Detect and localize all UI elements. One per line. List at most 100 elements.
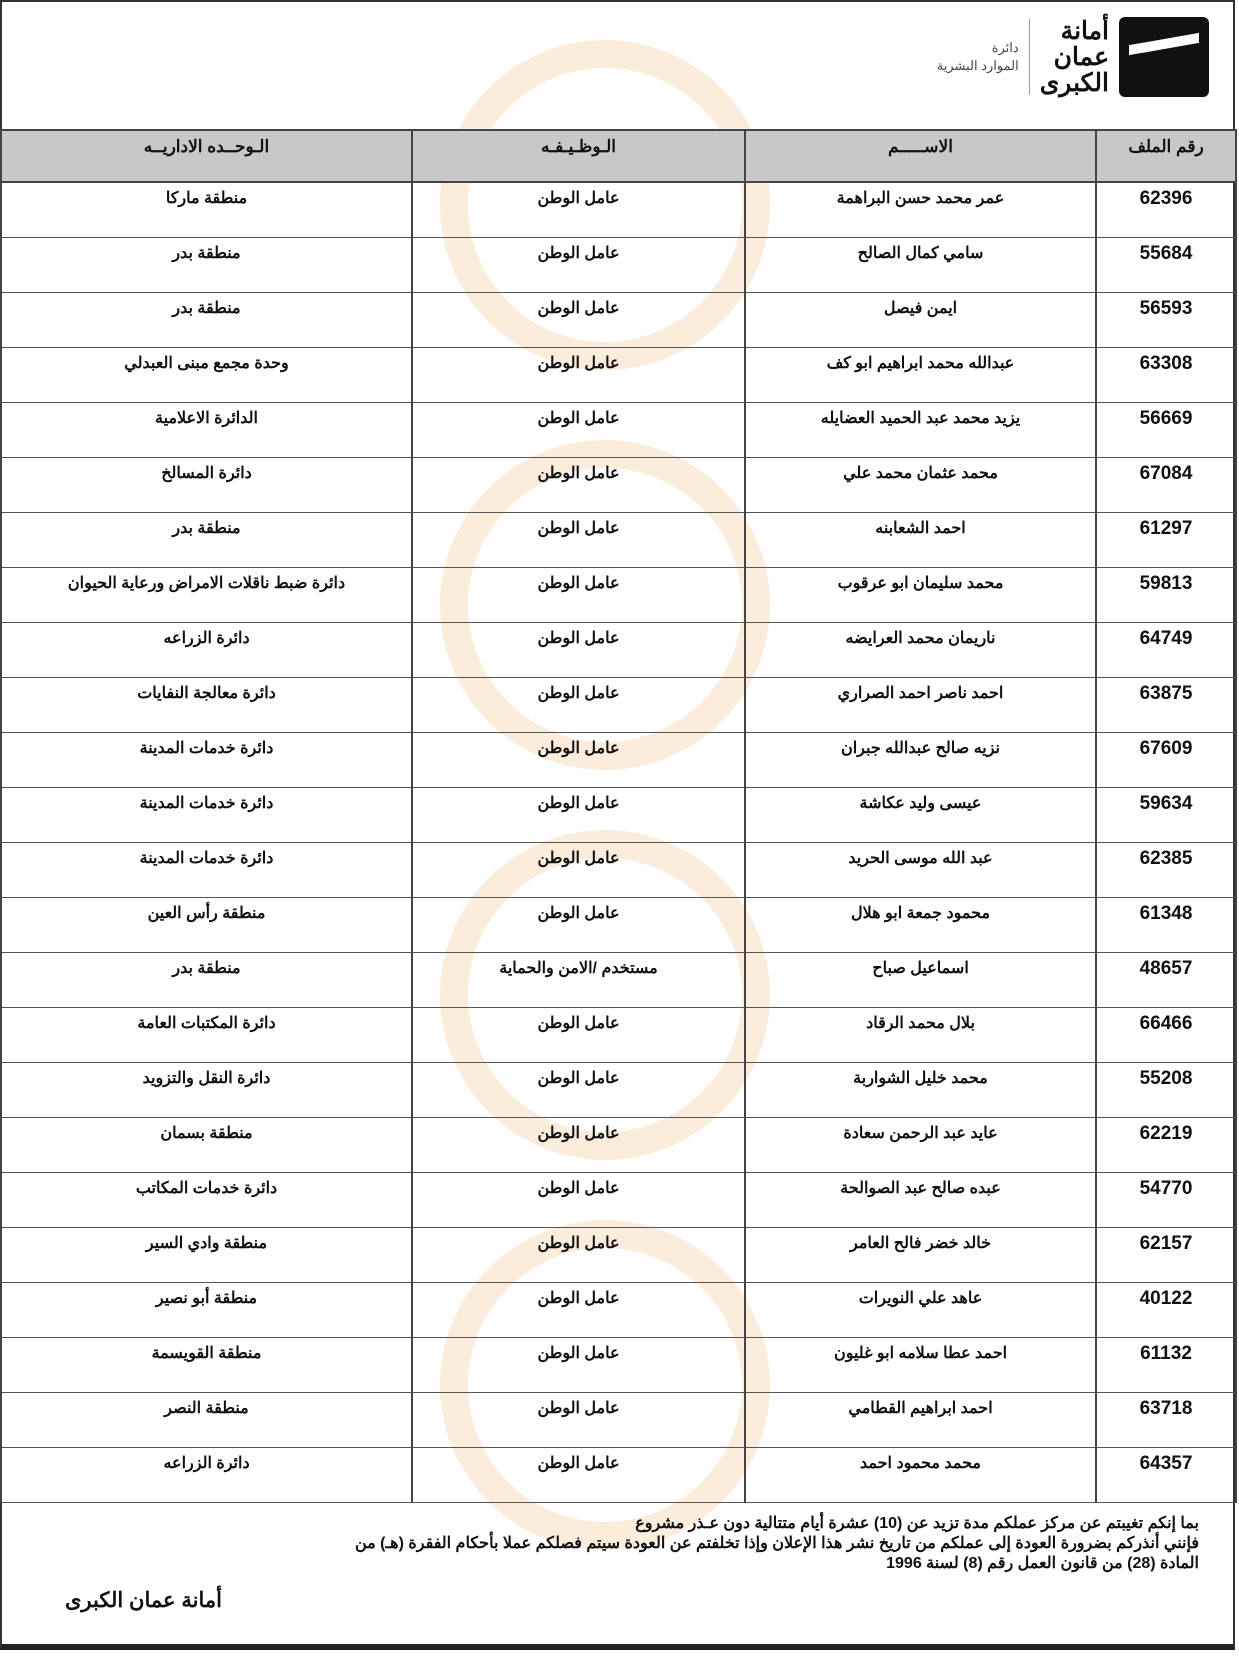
cell-file-number: 61132: [1095, 1337, 1237, 1393]
table-row: 56593 ايمن فيصل عامل الوطن منطقة بدر: [0, 292, 1237, 348]
table-row: 48657 اسماعيل صباح مستخدم /الامن والحماية م…: [0, 952, 1237, 1008]
cell-job: عامل الوطن: [411, 1172, 746, 1228]
cell-file-number: 62157: [1095, 1227, 1237, 1283]
cell-file-number: 59813: [1095, 567, 1237, 623]
cell-file-number: 64749: [1095, 622, 1237, 678]
cell-file-number: 54770: [1095, 1172, 1237, 1228]
cell-file-number: 63875: [1095, 677, 1237, 733]
cell-file-number: 62219: [1095, 1117, 1237, 1173]
cell-job: عامل الوطن: [411, 732, 746, 788]
cell-name: ناريمان محمد العرايضه: [744, 622, 1097, 678]
employees-table: رقم الملف الاســـــم الـوظـيـفـه الـوحــ…: [0, 129, 1237, 1503]
gam-logo: أمانة عمان الكبرى دائرة الموارد البشرية: [937, 16, 1209, 98]
cell-file-number: 67609: [1095, 732, 1237, 788]
department-line: الموارد البشرية: [936, 58, 1019, 73]
cell-job: عامل الوطن: [411, 1447, 746, 1503]
cell-job: عامل الوطن: [411, 787, 746, 843]
cell-job: عامل الوطن: [411, 897, 746, 953]
cell-unit: منطقة وادي السير: [0, 1227, 413, 1283]
cell-unit: دائرة خدمات المدينة: [0, 732, 413, 788]
cell-job: عامل الوطن: [411, 1282, 746, 1338]
column-header-unit: الـوحــده الاداريــه: [0, 129, 413, 183]
table-row: 67609 نزيه صالح عبدالله جبران عامل الوطن دا…: [0, 732, 1237, 788]
cell-file-number: 67084: [1095, 457, 1237, 513]
column-header-name: الاســـــم: [744, 129, 1097, 183]
cell-job: عامل الوطن: [411, 292, 746, 348]
cell-name: احمد ابراهيم القطامي: [744, 1392, 1097, 1448]
cell-unit: دائرة خدمات المدينة: [0, 842, 413, 898]
table-row: 61348 محمود جمعة ابو هلال عامل الوطن منطقة …: [0, 897, 1237, 953]
cell-unit: دائرة المسالخ: [0, 457, 413, 513]
table-row: 62396 عمر محمد حسن البراهمة عامل الوطن منطق…: [0, 181, 1237, 238]
cell-name: عبدالله محمد ابراهيم ابو كف: [744, 347, 1097, 403]
column-header-file-number: رقم الملف: [1095, 129, 1237, 183]
cell-name: عمر محمد حسن البراهمة: [744, 181, 1097, 238]
department-name: دائرة الموارد البشرية: [937, 39, 1019, 75]
cell-job: عامل الوطن: [411, 1062, 746, 1118]
cell-job: عامل الوطن: [411, 1392, 746, 1448]
cell-file-number: 61297: [1095, 512, 1237, 568]
table-row: 63875 احمد ناصر احمد الصراري عامل الوطن دائ…: [0, 677, 1237, 733]
cell-unit: دائرة الزراعه: [0, 622, 413, 678]
cell-name: عيسى وليد عكاشة: [744, 787, 1097, 843]
cell-unit: دائرة خدمات المكاتب: [0, 1172, 413, 1228]
cell-name: احمد ناصر احمد الصراري: [744, 677, 1097, 733]
cell-name: بلال محمد الرقاد: [744, 1007, 1097, 1063]
cell-name: عاهد علي النويرات: [744, 1282, 1097, 1338]
cell-job: عامل الوطن: [411, 1117, 746, 1173]
table-row: 64749 ناريمان محمد العرايضه عامل الوطن دائر…: [0, 622, 1237, 678]
cell-file-number: 40122: [1095, 1282, 1237, 1338]
cell-unit: منطقة بدر: [0, 952, 413, 1008]
cell-unit: دائرة المكتبات العامة: [0, 1007, 413, 1063]
logo-title-line: الكبرى: [1039, 69, 1109, 97]
table-row: 54770 عبده صالح عبد الصوالحة عامل الوطن دائ…: [0, 1172, 1237, 1228]
cell-file-number: 64357: [1095, 1447, 1237, 1503]
cell-job: عامل الوطن: [411, 677, 746, 733]
table-row: 61132 احمد عطا سلامه ابو غليون عامل الوطن م…: [0, 1337, 1237, 1393]
cell-name: محمد خليل الشواربة: [744, 1062, 1097, 1118]
cell-job: عامل الوطن: [411, 512, 746, 568]
cell-unit: منطقة أبو نصير: [0, 1282, 413, 1338]
cell-name: محمود جمعة ابو هلال: [744, 897, 1097, 953]
cell-unit: منطقة بدر: [0, 292, 413, 348]
cell-file-number: 55684: [1095, 237, 1237, 293]
cell-name: محمد عثمان محمد علي: [744, 457, 1097, 513]
cell-name: نزيه صالح عبدالله جبران: [744, 732, 1097, 788]
cell-name: سامي كمال الصالح: [744, 237, 1097, 293]
department-line: دائرة: [991, 40, 1019, 55]
cell-unit: منطقة ماركا: [0, 181, 413, 238]
cell-job: عامل الوطن: [411, 622, 746, 678]
cell-unit: منطقة النصر: [0, 1392, 413, 1448]
cell-name: اسماعيل صباح: [744, 952, 1097, 1008]
cell-job: عامل الوطن: [411, 181, 746, 238]
table-row: 66466 بلال محمد الرقاد عامل الوطن دائرة الم…: [0, 1007, 1237, 1063]
table-header-row: رقم الملف الاســـــم الـوظـيـفـه الـوحــ…: [0, 129, 1237, 183]
cell-unit: منطقة بدر: [0, 237, 413, 293]
cell-unit: منطقة القويسمة: [0, 1337, 413, 1393]
cell-file-number: 62396: [1095, 181, 1237, 238]
cell-job: عامل الوطن: [411, 1227, 746, 1283]
cell-file-number: 62385: [1095, 842, 1237, 898]
cell-job: عامل الوطن: [411, 457, 746, 513]
notice-line: المادة (28) من قانون العمل رقم (8) لسنة …: [886, 1555, 1199, 1572]
table-row: 55208 محمد خليل الشواربة عامل الوطن دائرة ا…: [0, 1062, 1237, 1118]
notice-line: فإنني أنذركم بضرورة العودة إلى عملكم من …: [354, 1535, 1199, 1552]
table-row: 55684 سامي كمال الصالح عامل الوطن منطقة بدر: [0, 237, 1237, 293]
cell-job: مستخدم /الامن والحماية: [411, 952, 746, 1008]
cell-unit: منطقة بسمان: [0, 1117, 413, 1173]
cell-unit: دائرة معالجة النفايات: [0, 677, 413, 733]
cell-file-number: 61348: [1095, 897, 1237, 953]
logo-title-line: عمان: [1053, 43, 1109, 71]
table-row: 64357 محمد محمود احمد عامل الوطن دائرة الزر…: [0, 1447, 1237, 1503]
cell-name: احمد الشعابنه: [744, 512, 1097, 568]
cell-file-number: 59634: [1095, 787, 1237, 843]
cell-name: محمد سليمان ابو عرقوب: [744, 567, 1097, 623]
cell-file-number: 56593: [1095, 292, 1237, 348]
logo-divider: [1028, 19, 1030, 95]
cell-unit: دائرة خدمات المدينة: [0, 787, 413, 843]
cell-name: عبد الله موسى الحريد: [744, 842, 1097, 898]
cell-job: عامل الوطن: [411, 402, 746, 458]
signature: أمانة عمان الكبرى: [65, 1589, 222, 1612]
table-row: 62157 خالد خضر فالح العامر عامل الوطن منطقة…: [0, 1227, 1237, 1283]
cell-name: عايد عبد الرحمن سعادة: [744, 1117, 1097, 1173]
